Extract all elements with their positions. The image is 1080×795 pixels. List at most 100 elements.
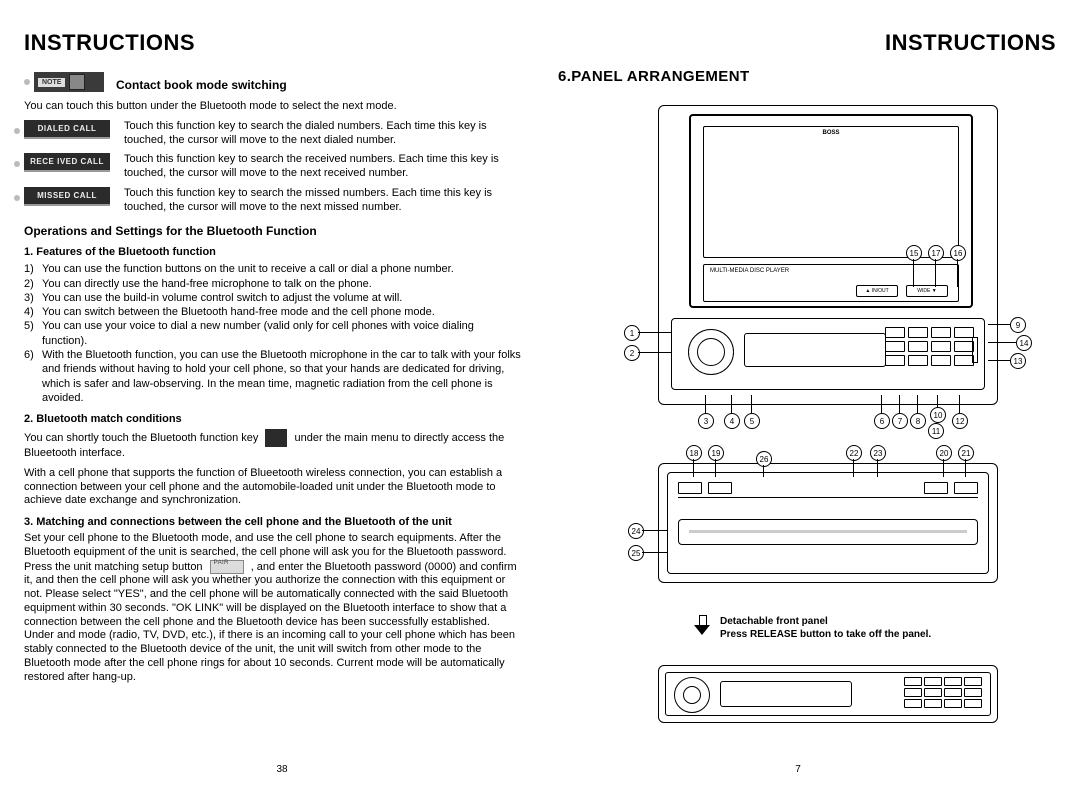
features-list: 1)You can use the function buttons on th… <box>24 262 522 405</box>
panel-btn <box>904 699 922 708</box>
match-p1: You can shortly touch the Bluetooth func… <box>24 429 522 461</box>
panel-btn <box>931 327 951 338</box>
control-panel <box>671 318 985 390</box>
leader-line <box>935 259 936 287</box>
leader-line <box>957 259 958 287</box>
ops-heading: Operations and Settings for the Bluetoot… <box>24 224 522 238</box>
callout-13: 13 <box>1010 353 1026 369</box>
note-label: NOTE <box>38 78 65 87</box>
unit-main: BOSS MULTI-MEDIA DISC PLAYER ▲ IN/OUT WI… <box>658 105 998 405</box>
note-box: NOTE <box>34 72 104 92</box>
panel-btn <box>908 341 928 352</box>
panel-btn <box>908 327 928 338</box>
pair-heading: 3. Matching and connections between the … <box>24 516 522 528</box>
bluetooth-icon <box>265 429 287 447</box>
note-icon <box>69 74 85 90</box>
small-btn <box>954 482 978 494</box>
callout-4: 4 <box>724 413 740 429</box>
mid-label: MULTI-MEDIA DISC PLAYER <box>710 268 789 274</box>
callout-11: 11 <box>928 423 944 439</box>
callout-6: 6 <box>874 413 890 429</box>
screen: BOSS <box>703 126 959 258</box>
callout-22: 22 <box>846 445 862 461</box>
leader-line <box>913 259 914 287</box>
small-btn <box>924 482 948 494</box>
contact-intro: You can touch this button under the Blue… <box>24 100 522 114</box>
leader-line <box>899 395 900 413</box>
page-number-right: 7 <box>795 764 801 775</box>
diagram-area: BOSS MULTI-MEDIA DISC PLAYER ▲ IN/OUT WI… <box>558 95 1056 735</box>
panel-btn <box>885 327 905 338</box>
leader-line <box>715 459 716 477</box>
list-item: 4)You can switch between the Bluetooth h… <box>24 305 522 319</box>
missed-call-badge: MISSED CALL <box>24 187 110 206</box>
disc-slot <box>678 519 978 545</box>
panel-btn <box>924 688 942 697</box>
inout-button: ▲ IN/OUT <box>856 285 898 297</box>
callout-12: 12 <box>952 413 968 429</box>
down-arrow-icon <box>694 615 710 635</box>
panel-btn <box>944 677 962 686</box>
page-right: INSTRUCTIONS 6.PANEL ARRANGEMENT BOSS MU… <box>540 30 1056 775</box>
leader-line <box>881 395 882 413</box>
panel-btn <box>964 677 982 686</box>
received-call-badge: RECE IVED CALL <box>24 153 110 172</box>
pair-text-b: , and enter the Bluetooth password (0000… <box>24 561 517 683</box>
detach-sub: Press RELEASE button to take off the pan… <box>720 629 931 640</box>
faceplate-btn-grid <box>904 677 982 708</box>
leader-line <box>965 459 966 477</box>
page-number-left: 38 <box>276 764 287 775</box>
panel-btn <box>931 355 951 366</box>
callout-15: 15 <box>906 245 922 261</box>
callout-25: 25 <box>628 545 644 561</box>
callout-3: 3 <box>698 413 714 429</box>
leader-line <box>693 459 694 477</box>
panel-btn <box>944 688 962 697</box>
call-row: RECE IVED CALL Touch this function key t… <box>24 153 522 181</box>
features-heading: 1. Features of the Bluetooth function <box>24 246 522 258</box>
callout-10: 10 <box>930 407 946 423</box>
callout-19: 19 <box>708 445 724 461</box>
leader-line <box>638 332 672 333</box>
panel-btn <box>924 699 942 708</box>
bullet-dot <box>14 195 20 201</box>
manual-spread: INSTRUCTIONS NOTE Contact book mode swit… <box>0 0 1080 795</box>
top-controls <box>678 479 978 498</box>
panel-btn <box>904 677 922 686</box>
callout-23: 23 <box>870 445 886 461</box>
callout-7: 7 <box>892 413 908 429</box>
callout-20: 20 <box>936 445 952 461</box>
leader-line <box>638 352 672 353</box>
volume-knob <box>688 329 734 375</box>
bullet-dot <box>14 161 20 167</box>
faceplate-inner <box>665 672 991 716</box>
callout-21: 21 <box>958 445 974 461</box>
contact-heading-row: NOTE Contact book mode switching <box>24 68 522 96</box>
bullet-dot <box>14 128 20 134</box>
callout-1: 1 <box>624 325 640 341</box>
dialed-call-badge: DIALED CALL <box>24 120 110 139</box>
leader-line <box>642 530 668 531</box>
list-item: 6)With the Bluetooth function, you can u… <box>24 348 522 405</box>
panel-btn <box>904 688 922 697</box>
callout-8: 8 <box>910 413 926 429</box>
contact-heading: Contact book mode switching <box>116 78 287 92</box>
small-btn <box>708 482 732 494</box>
panel-btn <box>954 327 974 338</box>
call-row: MISSED CALL Touch this function key to s… <box>24 187 522 215</box>
pair-button-icon <box>210 560 244 574</box>
leader-line <box>988 360 1010 361</box>
faceplate-lcd <box>720 681 852 707</box>
match-p2: With a cell phone that supports the func… <box>24 467 522 508</box>
note-badge: NOTE <box>24 72 104 92</box>
panel-btn <box>885 341 905 352</box>
callout-26: 26 <box>756 451 772 467</box>
detach-title: Detachable front panel <box>720 616 828 627</box>
leader-line <box>937 395 938 407</box>
call-badge-label: RECE IVED CALL <box>24 153 110 172</box>
detach-note: Detachable front panel Press RELEASE but… <box>694 615 931 641</box>
section-title: 6.PANEL ARRANGEMENT <box>558 68 1056 85</box>
callout-16: 16 <box>950 245 966 261</box>
panel-btn <box>954 341 974 352</box>
call-badge-label: DIALED CALL <box>24 120 110 139</box>
